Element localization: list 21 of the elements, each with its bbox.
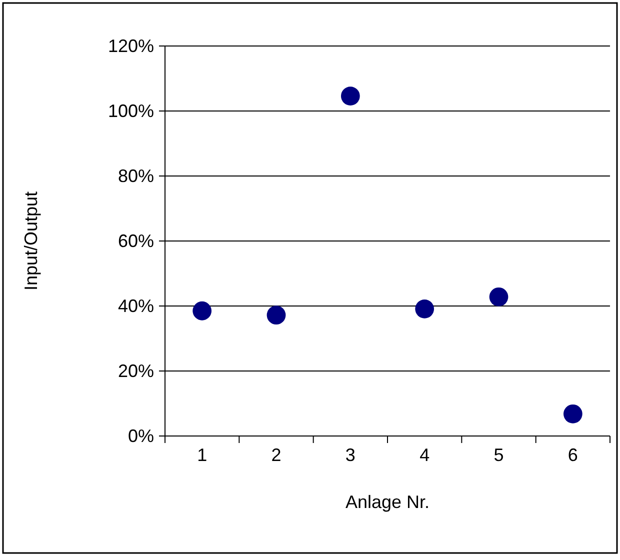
x-tick-label: 1 (197, 444, 208, 465)
y-tick-label: 80% (118, 166, 154, 186)
y-tick-label: 40% (118, 296, 154, 316)
y-tick-label: 20% (118, 360, 154, 381)
point (340, 86, 360, 106)
y-tick-label: 100% (108, 100, 154, 121)
x-tick-label: 4 (420, 444, 430, 465)
y-tick-label: 60% (118, 230, 154, 251)
x-tick-label: 5 (494, 444, 504, 465)
point (489, 287, 508, 306)
point (192, 301, 212, 320)
x-axis-title: Anlage Nr. (345, 492, 430, 512)
x-tick-label: 2 (271, 444, 282, 465)
y-axis-title: Input/Output (21, 191, 41, 291)
point (563, 404, 582, 424)
y-tick-label: 120% (108, 36, 154, 56)
point (266, 306, 286, 325)
point (415, 300, 434, 318)
x-tick-label: 3 (345, 444, 356, 465)
y-tick-label: 0% (128, 426, 154, 446)
x-tick-label: 6 (568, 444, 578, 465)
